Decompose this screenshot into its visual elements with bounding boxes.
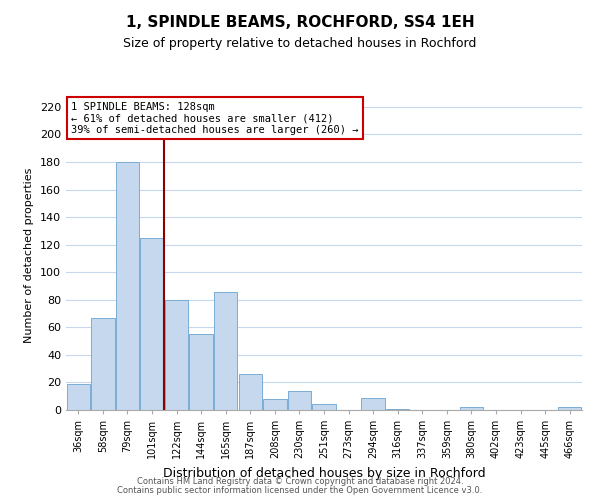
Bar bbox=[558, 407, 581, 410]
Bar bbox=[361, 398, 385, 410]
Bar bbox=[165, 300, 188, 410]
Bar bbox=[140, 238, 164, 410]
Text: 1, SPINDLE BEAMS, ROCHFORD, SS4 1EH: 1, SPINDLE BEAMS, ROCHFORD, SS4 1EH bbox=[125, 15, 475, 30]
Bar bbox=[214, 292, 238, 410]
Bar bbox=[460, 407, 483, 410]
Text: 1 SPINDLE BEAMS: 128sqm
← 61% of detached houses are smaller (412)
39% of semi-d: 1 SPINDLE BEAMS: 128sqm ← 61% of detache… bbox=[71, 102, 359, 134]
Bar bbox=[386, 408, 409, 410]
Bar bbox=[91, 318, 115, 410]
Bar bbox=[190, 334, 213, 410]
X-axis label: Distribution of detached houses by size in Rochford: Distribution of detached houses by size … bbox=[163, 466, 485, 479]
Bar bbox=[67, 384, 90, 410]
Y-axis label: Number of detached properties: Number of detached properties bbox=[25, 168, 34, 342]
Text: Contains HM Land Registry data © Crown copyright and database right 2024.: Contains HM Land Registry data © Crown c… bbox=[137, 477, 463, 486]
Bar bbox=[116, 162, 139, 410]
Text: Contains public sector information licensed under the Open Government Licence v3: Contains public sector information licen… bbox=[118, 486, 482, 495]
Bar bbox=[288, 390, 311, 410]
Text: Size of property relative to detached houses in Rochford: Size of property relative to detached ho… bbox=[124, 38, 476, 51]
Bar bbox=[263, 399, 287, 410]
Bar bbox=[313, 404, 335, 410]
Bar bbox=[239, 374, 262, 410]
